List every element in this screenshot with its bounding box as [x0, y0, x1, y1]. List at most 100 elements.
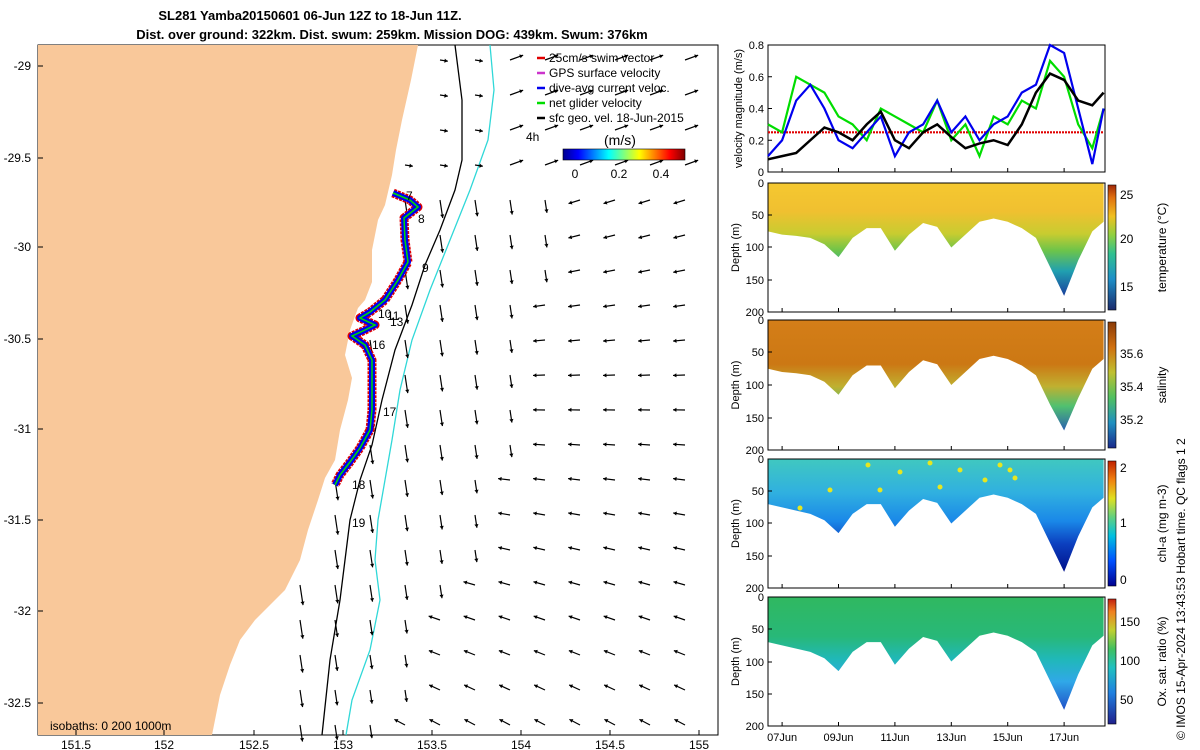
oxygen-ylabel: Ox. sat. ratio (%)	[1155, 616, 1169, 706]
lat-tick-label: -32	[14, 604, 32, 618]
current-vector-head	[463, 580, 468, 585]
current-vector-head	[474, 247, 479, 251]
legend-entry: dive-avg current veloc.	[549, 81, 670, 95]
current-vector-head	[638, 200, 643, 205]
current-vector-head	[639, 684, 644, 689]
lon-tick-label: 151.5	[61, 738, 91, 750]
current-vector-head	[509, 314, 514, 319]
legend-entry: sfc geo. vel. 18-Jun-2015	[549, 111, 684, 125]
time-tick-label: 17Jun	[1049, 732, 1079, 744]
current-vector-head	[533, 580, 538, 585]
day-label: 16	[372, 338, 386, 352]
velocity-ytick-label: 0.2	[749, 135, 764, 147]
current-vector-head	[509, 210, 514, 215]
current-vector-head	[404, 596, 409, 600]
current-vector-head	[499, 684, 504, 689]
current-vector-head	[440, 214, 445, 219]
current-vector-head	[673, 269, 677, 274]
lat-tick-label: -30	[14, 240, 32, 254]
current-vector-head	[568, 546, 573, 551]
chla-high-point	[877, 487, 883, 493]
current-vector-head	[369, 734, 374, 739]
chla-colorbar	[1107, 460, 1117, 587]
temperature-colorbar-tick: 25	[1120, 188, 1134, 202]
lat-tick-label: -32.5	[4, 696, 32, 710]
figure-title-line2: Dist. over ground: 322km. Dist. swum: 25…	[136, 27, 648, 42]
current-vector-head	[404, 527, 409, 532]
net-velocity-trace	[334, 192, 420, 486]
current-vector-head	[444, 128, 448, 133]
depth-axis-label: Depth (m)	[730, 499, 742, 548]
current-vector-head	[370, 529, 375, 533]
temperature-section	[768, 183, 1104, 296]
current-vector-head	[498, 649, 503, 654]
depth-tick-label: 50	[752, 624, 764, 636]
depth-tick-label: 0	[758, 454, 764, 466]
current-vector-head	[474, 350, 479, 355]
current-vector-head	[534, 719, 539, 723]
current-vector-head	[533, 546, 538, 551]
depth-tick-label: 50	[752, 486, 764, 498]
current-vector-head	[405, 424, 410, 428]
lat-tick-label: -31	[14, 422, 32, 436]
current-vector-head	[603, 476, 607, 482]
current-vector-head	[638, 546, 643, 551]
chla-high-point	[957, 467, 963, 473]
current-vector-head	[568, 511, 572, 516]
current-vector-head	[589, 89, 594, 94]
current-vector-head	[404, 561, 409, 566]
velocity-ytick-label: 0.6	[749, 72, 764, 84]
current-vector-head	[463, 615, 468, 620]
current-vector-head	[498, 511, 502, 516]
current-vector-head	[568, 338, 572, 343]
chla-high-point	[1007, 467, 1013, 473]
current-vector-head	[369, 665, 374, 670]
day-label: 19	[352, 516, 366, 530]
current-vector-head	[498, 580, 503, 585]
current-vector-head	[554, 124, 559, 129]
current-vector-head	[603, 200, 608, 205]
depth-tick-label: 0	[758, 592, 764, 604]
depth-tick-label: 0	[758, 178, 764, 190]
current-vector-head	[474, 212, 479, 217]
current-vector-head	[659, 159, 664, 164]
current-vector-head	[603, 304, 607, 309]
lon-tick-label: 154.5	[595, 738, 625, 750]
current-vector-head	[464, 684, 469, 689]
current-vector-head	[369, 597, 375, 602]
current-vector-head	[409, 163, 413, 168]
marker-4h: 4h	[526, 130, 539, 144]
current-vector-head	[428, 649, 433, 654]
current-vector-head	[498, 476, 502, 482]
current-vector-head	[533, 649, 538, 654]
current-vector-head	[335, 633, 340, 637]
colorbar-tick: 0.4	[653, 167, 670, 181]
colorbar-tick: 0.2	[611, 167, 628, 181]
speed-colorbar-ticks: 0 0.2 0.4	[572, 167, 670, 181]
current-vector-head	[335, 599, 340, 604]
chla-section	[768, 459, 1104, 572]
current-vector-head	[404, 493, 410, 497]
current-vector-head	[673, 442, 677, 447]
current-vector-head	[429, 684, 434, 689]
current-vector-head	[444, 58, 448, 63]
depth-tick-label: 150	[746, 689, 764, 701]
legend-entry: GPS surface velocity	[549, 66, 660, 80]
current-vector-head	[554, 54, 559, 59]
temperature-colorbar-tick: 15	[1120, 280, 1134, 294]
depth-tick-label: 200	[746, 445, 764, 457]
current-vector-head	[694, 54, 699, 59]
velocity-axes	[767, 44, 1106, 173]
current-vector-head	[638, 649, 643, 654]
map-lat-ticks: -29 -29.5 -30 -30.5 -31 -31.5 -32 -32.5	[4, 59, 43, 710]
current-vector-head	[479, 128, 483, 133]
lat-tick-label: -29	[14, 59, 32, 73]
current-vector-head	[474, 282, 479, 286]
day-label: 8	[418, 212, 425, 226]
current-vector-head	[589, 159, 594, 164]
current-vector-head	[474, 316, 479, 321]
current-vector-head	[603, 649, 608, 654]
current-vector-head	[444, 163, 448, 168]
current-vector-head	[509, 280, 514, 284]
